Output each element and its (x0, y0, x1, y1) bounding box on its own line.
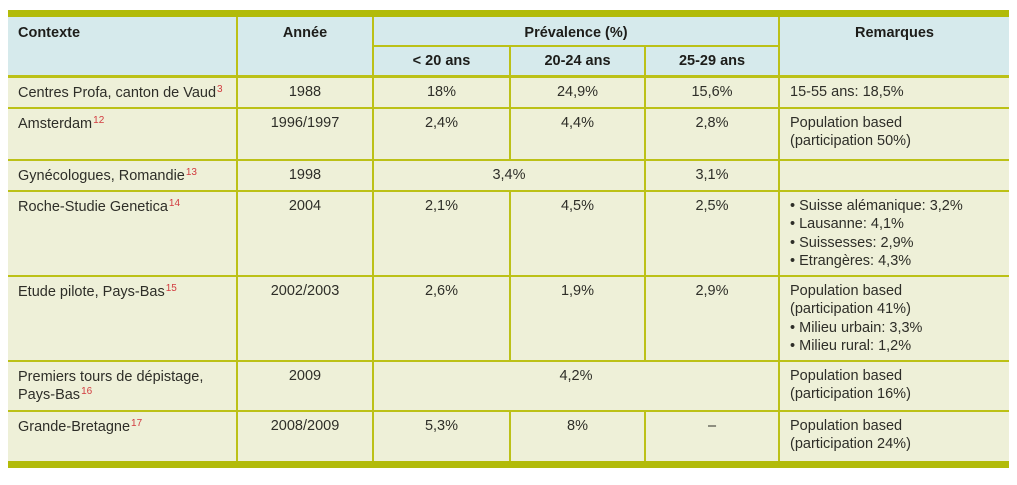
col-header-age-25-29: 25-29 ans (643, 45, 780, 78)
context-cell: Centres Profa, canton de Vaud3 (8, 75, 238, 109)
remark-line: Population based (790, 367, 903, 384)
prevalence-20-24-cell: 8% (509, 409, 646, 461)
year-cell: 2002/2003 (236, 274, 374, 362)
prevalence-under20-cell: 2,6% (372, 274, 511, 362)
prevalence-25-29-cell: 2,8% (643, 106, 781, 161)
prevalence-25-29-cell: 2,9% (643, 274, 781, 362)
col-header-age-under-20: < 20 ans (373, 45, 511, 78)
table-row-amsterdam: Amsterdam12 1996/1997 2,4% 4,4% 2,8% Pop… (8, 106, 1010, 161)
prevalence-20-24-cell: 1,9% (509, 274, 646, 362)
context-cell: Amsterdam12 (8, 106, 238, 161)
prevalence-under20-cell: 2,4% (372, 106, 511, 161)
table-row-roche-genetica: Roche-Studie Genetica14 2004 2,1% 4,5% 2… (8, 189, 1010, 277)
remark-line: 15-55 ans: 18,5% (790, 84, 904, 100)
reference-superscript: 3 (217, 84, 223, 95)
remark-line: • Lausanne: 4,1% (790, 216, 904, 232)
reference-superscript: 12 (93, 114, 105, 126)
year-cell: 1988 (236, 75, 374, 109)
context-label: Gynécologues, Romandie (18, 167, 185, 184)
table-row-etude-pilote: Etude pilote, Pays-Bas15 2002/2003 2,6% … (8, 274, 1010, 362)
prevalence-25-29-cell: 2,5% (643, 189, 781, 277)
reference-superscript: 15 (165, 282, 177, 294)
prevalence-20-24-cell: 4,5% (509, 189, 646, 277)
table-row-centres-profa: Centres Profa, canton de Vaud3 1988 18% … (8, 75, 1010, 109)
remark-line: (participation 16%) (790, 386, 911, 402)
context-label: Etude pilote, Pays-Bas (18, 283, 165, 300)
context-cell: Etude pilote, Pays-Bas15 (8, 274, 238, 362)
remarks-cell: 15-55 ans: 18,5% (778, 75, 1010, 109)
remarks-cell-empty (778, 158, 1010, 192)
col-header-prevalence: Prévalence (%) (371, 17, 781, 47)
year-cell: 2008/2009 (236, 409, 374, 461)
remark-line: • Suissesses: 2,9% (790, 234, 914, 251)
year-cell: 2004 (236, 189, 374, 277)
prevalence-25-29-cell: 15,6% (643, 75, 781, 109)
prevalence-25-29-cell: 3,1% (643, 158, 781, 192)
context-label: Amsterdam (18, 115, 93, 132)
remarks-cell: Population based (participation 24%) (778, 409, 1010, 461)
year-cell: 1998 (236, 158, 374, 192)
data-table: Contexte Année Prévalence (%) Remarques … (8, 17, 1010, 461)
reference-superscript: 14 (168, 197, 181, 209)
remarks-cell: Population based (participation 50%) (778, 106, 1010, 161)
year-cell: 1996/1997 (236, 106, 374, 161)
prevalence-under20-cell: 2,1% (372, 189, 511, 277)
prevalence-20-24-cell: 4,4% (509, 106, 646, 161)
context-cell: Grande-Bretagne17 (8, 409, 238, 461)
remark-line: • Etrangères: 4,3% (790, 253, 912, 269)
col-header-contexte: Contexte (8, 17, 238, 78)
table-row-grande-bretagne: Grande-Bretagne17 2008/2009 5,3% 8% – Po… (8, 409, 1010, 461)
remark-line: • Milieu rural: 1,2% (790, 338, 912, 354)
context-label: Premiers tours de dépistage, Pays-Bas (18, 368, 204, 404)
context-label: Grande-Bretagne (18, 418, 131, 435)
context-cell: Gynécologues, Romandie13 (8, 158, 238, 192)
remarks-cell: Population based (participation 41%) • M… (778, 274, 1010, 362)
header-row-1: Contexte Année Prévalence (%) Remarques (8, 17, 1010, 78)
remark-line: Population based (790, 282, 903, 299)
context-label: Centres Profa, canton de Vaud (18, 85, 217, 101)
remarks-cell: Population based (participation 16%) (778, 359, 1010, 412)
table-row-gynecologues: Gynécologues, Romandie13 1998 3,4% 3,1% (8, 158, 1010, 192)
prevalence-merged-all-ages-cell: 4,2% (371, 359, 781, 412)
remark-line: • Suisse alémanique: 3,2% (790, 197, 963, 214)
prevalence-study-table: Contexte Année Prévalence (%) Remarques … (8, 10, 1010, 468)
reference-superscript: 16 (81, 386, 93, 397)
prevalence-under20-cell: 18% (372, 75, 511, 109)
col-header-annee: Année (236, 17, 374, 78)
remark-line: (participation 24%) (790, 436, 911, 452)
prevalence-25-29-cell-no-data: – (643, 409, 781, 461)
table-row-premiers-tours: Premiers tours de dépistage, Pays-Bas16 … (8, 359, 1010, 412)
year-cell: 2009 (236, 359, 374, 412)
remarks-cell: • Suisse alémanique: 3,2% • Lausanne: 4,… (778, 189, 1010, 277)
context-cell: Premiers tours de dépistage, Pays-Bas16 (8, 359, 238, 412)
col-header-remarques: Remarques (778, 17, 1010, 78)
remark-line: Population based (790, 114, 903, 131)
col-header-age-20-24: 20-24 ans (509, 45, 646, 78)
remark-line: • Milieu urbain: 3,3% (790, 319, 923, 336)
reference-superscript: 13 (185, 166, 197, 178)
remark-line: (participation 50%) (790, 133, 911, 149)
remark-line: (participation 41%) (790, 301, 911, 317)
prevalence-20-24-cell: 24,9% (509, 75, 646, 109)
reference-superscript: 17 (131, 417, 143, 429)
prevalence-merged-under20-to-24-cell: 3,4% (372, 158, 646, 192)
remark-line: Population based (790, 417, 903, 434)
context-cell: Roche-Studie Genetica14 (8, 189, 238, 277)
context-label: Roche-Studie Genetica (18, 198, 168, 215)
prevalence-under20-cell: 5,3% (372, 409, 511, 461)
